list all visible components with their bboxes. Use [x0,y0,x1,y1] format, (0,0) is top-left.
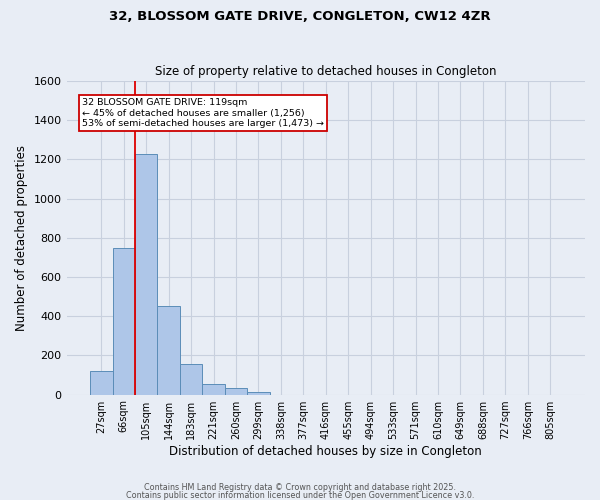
Bar [113,248,135,394]
Bar [202,384,225,394]
Bar [247,392,269,394]
Y-axis label: Number of detached properties: Number of detached properties [15,145,28,331]
Title: Size of property relative to detached houses in Congleton: Size of property relative to detached ho… [155,66,497,78]
Text: Contains HM Land Registry data © Crown copyright and database right 2025.: Contains HM Land Registry data © Crown c… [144,484,456,492]
Bar [180,364,202,394]
Bar [90,371,113,394]
X-axis label: Distribution of detached houses by size in Congleton: Distribution of detached houses by size … [169,444,482,458]
Bar [225,388,247,394]
Bar [135,154,157,394]
Text: 32, BLOSSOM GATE DRIVE, CONGLETON, CW12 4ZR: 32, BLOSSOM GATE DRIVE, CONGLETON, CW12 … [109,10,491,23]
Bar [157,306,180,394]
Text: Contains public sector information licensed under the Open Government Licence v3: Contains public sector information licen… [126,491,474,500]
Text: 32 BLOSSOM GATE DRIVE: 119sqm
← 45% of detached houses are smaller (1,256)
53% o: 32 BLOSSOM GATE DRIVE: 119sqm ← 45% of d… [82,98,324,128]
